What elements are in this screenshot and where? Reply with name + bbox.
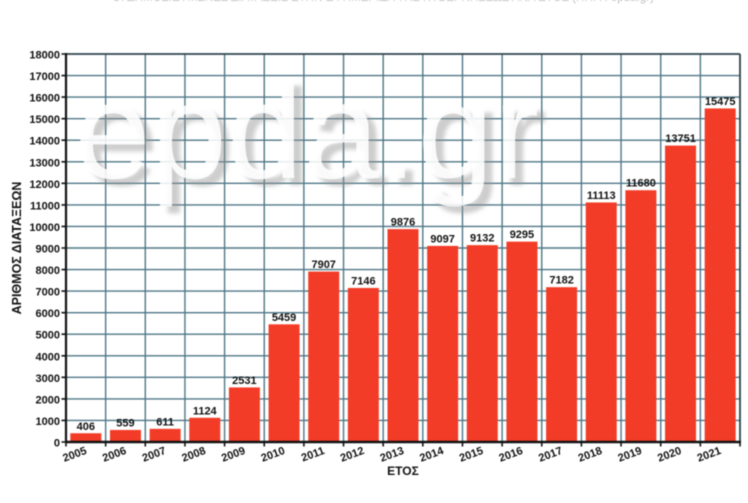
- svg-text:14000: 14000: [29, 136, 60, 148]
- svg-text:ΕΤΟΣ: ΕΤΟΣ: [387, 464, 419, 478]
- svg-text:7907: 7907: [311, 259, 335, 271]
- svg-text:17000: 17000: [29, 71, 60, 83]
- svg-text:18000: 18000: [29, 50, 60, 62]
- svg-text:2531: 2531: [232, 375, 256, 387]
- svg-text:ΑΡΙΘΜΟΣ ΔΙΑΤΑΞΕΩΝ: ΑΡΙΘΜΟΣ ΔΙΑΤΑΞΕΩΝ: [10, 182, 24, 315]
- svg-text:11680: 11680: [626, 178, 656, 190]
- svg-text:611: 611: [156, 416, 174, 428]
- svg-text:559: 559: [116, 417, 134, 429]
- svg-text:15475: 15475: [705, 96, 736, 108]
- svg-text:7000: 7000: [36, 287, 60, 299]
- svg-text:9876: 9876: [391, 217, 415, 229]
- svg-text:2000: 2000: [36, 394, 60, 406]
- svg-text:1000: 1000: [36, 416, 60, 428]
- svg-text:7182: 7182: [549, 275, 573, 287]
- svg-text:5459: 5459: [272, 312, 296, 324]
- svg-text:10000: 10000: [29, 222, 60, 234]
- svg-text:1124: 1124: [193, 405, 218, 417]
- svg-text:9000: 9000: [36, 244, 60, 256]
- svg-text:13751: 13751: [665, 133, 696, 145]
- svg-text:9132: 9132: [470, 233, 494, 245]
- svg-text:11000: 11000: [30, 200, 60, 212]
- svg-text:9295: 9295: [510, 229, 534, 241]
- svg-text:6000: 6000: [36, 308, 60, 320]
- svg-text:8000: 8000: [36, 265, 60, 277]
- svg-text:0: 0: [54, 438, 60, 450]
- svg-text:9097: 9097: [430, 233, 454, 245]
- svg-text:13000: 13000: [29, 157, 60, 169]
- svg-text:3000: 3000: [36, 373, 60, 385]
- svg-text:11113: 11113: [587, 190, 616, 202]
- svg-text:ΟΙ ΔΗΜΟΣΙΕΥΜΕΝΕΣ ΔΙΑΤΑΞΕΙΣ ΣΤΗ: ΟΙ ΔΗΜΟΣΙΕΥΜΕΝΕΣ ΔΙΑΤΑΞΕΙΣ ΣΤΗΝ ΕΦΗΜΕΡΙΔ…: [112, 0, 654, 4]
- svg-text:5000: 5000: [36, 330, 60, 342]
- svg-text:406: 406: [77, 421, 95, 433]
- svg-text:15000: 15000: [29, 114, 60, 126]
- svg-text:16000: 16000: [29, 93, 60, 105]
- svg-text:12000: 12000: [29, 179, 60, 191]
- svg-text:7146: 7146: [351, 275, 375, 287]
- svg-text:epda.gr: epda.gr: [75, 55, 540, 208]
- svg-text:4000: 4000: [36, 351, 60, 363]
